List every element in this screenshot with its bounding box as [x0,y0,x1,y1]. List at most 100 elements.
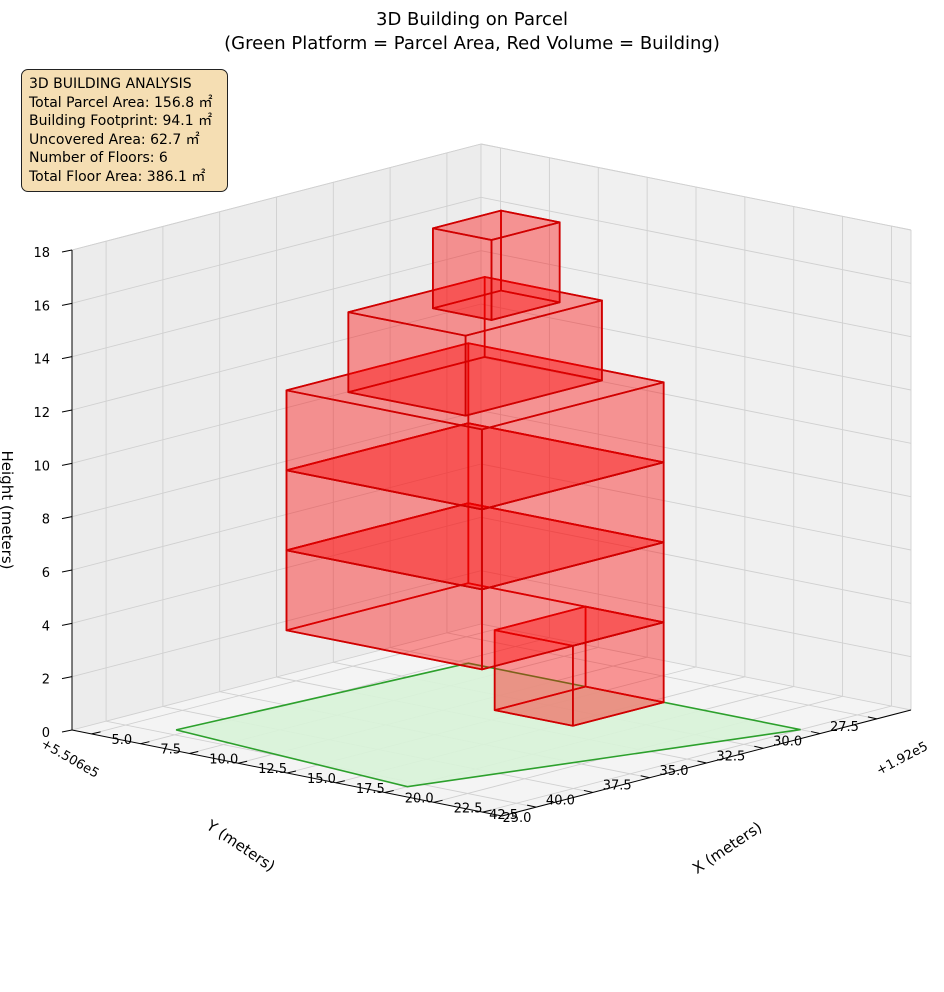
info-parcel-area: Total Parcel Area: 156.8 ㎡ [29,94,213,111]
y-tick-label: 32.5 [716,749,745,764]
y-tick-label: 37.5 [603,779,632,794]
chart-title-line-2: (Green Platform = Parcel Area, Red Volum… [224,33,720,54]
analysis-info-box: 3D BUILDING ANALYSIS Total Parcel Area: … [21,69,228,192]
grid-line-z-side [71,463,482,571]
grid-line-z-back [480,250,912,338]
chart-title-line-1: 3D Building on Parcel [376,9,568,30]
z-tick-label: 4 [42,619,50,634]
z-tick-mark [61,249,73,253]
x-tick-mark [189,750,199,754]
z-tick-label: 2 [42,673,50,688]
parcel-platform [175,662,801,788]
x-tick-mark [238,760,248,764]
parcel-layer [175,662,801,788]
x-tick-mark [384,790,394,794]
y-tick-label: 30.0 [773,735,802,750]
building-face [347,276,603,337]
y-tick-mark [583,789,593,793]
info-number-of-floors: Number of Floors: 6 [29,150,168,166]
z-tick-label: 16 [33,299,50,314]
y-tick-label: 40.0 [546,793,575,808]
x-tick-mark [482,809,492,813]
x-axis-label: X (meters) [689,818,765,877]
building-box [285,502,665,671]
z-tick-mark [61,409,73,413]
y-tick-mark [697,760,707,764]
y-axis-label: Y (meters) [202,816,278,875]
grid-line-z-back [480,516,912,604]
y-offset-text: +5.506e5 [38,736,101,781]
z-tick-mark [61,622,73,626]
z-tick-label: 8 [42,513,50,528]
grid-line-z-side [71,570,482,678]
grid-line-z-back [480,463,912,551]
x-tick-label: 25.0 [502,811,531,826]
info-total-floor-area: Total Floor Area: 386.1 ㎡ [29,168,206,185]
z-tick-mark [61,729,73,733]
y-tick-mark [640,775,650,779]
z-tick-label: 6 [42,566,50,581]
grid-line-z-side [71,250,482,358]
y-tick-mark [754,745,764,749]
axis-lines [61,249,912,817]
x-tick-mark [286,770,297,774]
building-face [432,209,561,241]
info-heading: 3D BUILDING ANALYSIS [29,76,192,92]
z-tick-label: 14 [33,353,50,368]
building-box [432,209,561,321]
z-tick-mark [61,356,73,360]
x-tick-label: 15.0 [307,772,336,787]
building-box [285,342,665,511]
pane-edge [480,143,912,231]
x-tick-mark [91,731,101,735]
y-tick-label: 27.5 [830,720,859,735]
z-tick-mark [61,569,73,573]
x-tick-label: 12.5 [258,762,287,777]
y-tick-mark [867,716,878,720]
x-tick-label: 20.0 [405,792,434,807]
tick-labels: 5.0 7.5 10.0 12.5 15.0 17.5 20.0 22.5 25.0 27.5 30… [33,246,858,826]
z-tick-label: 0 [42,726,50,741]
z-tick-mark [61,676,73,680]
y-tick-mark [526,804,537,808]
grid-line-z-back [480,570,912,658]
building-box [493,605,665,727]
x-offset-text: +1.92e5 [874,739,931,779]
grid-line-z-side [71,516,482,624]
x-tick-label: 7.5 [160,743,181,758]
grid-line-z-back [480,410,912,498]
building-face [432,227,493,321]
x-tick-mark [335,780,345,784]
grid-line-z-side [71,196,482,304]
building-layer [285,209,665,727]
grid-line-z-side [71,623,482,731]
z-tick-label: 12 [33,406,50,421]
grid-line-z-back [480,196,912,284]
grid-line-y-floor [446,632,878,720]
z-axis-label: Height (meters) [0,451,16,570]
info-building-footprint: Building Footprint: 94.1 ㎡ [29,113,213,129]
z-tick-label: 18 [33,246,50,261]
z-tick-mark [61,302,73,306]
z-tick-mark [61,462,73,466]
grid-line-z-side [71,303,482,411]
x-tick-label: 10.0 [209,752,238,767]
grid-line-z-back [480,356,912,444]
y-tick-label: 35.0 [660,764,689,779]
building-face [285,342,665,431]
x-tick-mark [140,741,150,745]
y-tick-label: 42.5 [489,808,518,823]
info-uncovered-area: Uncovered Area: 62.7 ㎡ [29,131,200,148]
x-tick-label: 5.0 [112,733,133,748]
z-tick-label: 10 [33,459,50,474]
y-tick-mark [811,731,821,735]
z-tick-mark [61,516,73,520]
building-box [347,276,603,417]
x-tick-mark [433,799,443,803]
x-tick-label: 17.5 [356,782,385,797]
grid-line-z-side [71,410,482,518]
grid-line-z-back [480,623,912,711]
x-tick-label: 22.5 [454,801,483,816]
grid-line-z-back [480,303,912,391]
